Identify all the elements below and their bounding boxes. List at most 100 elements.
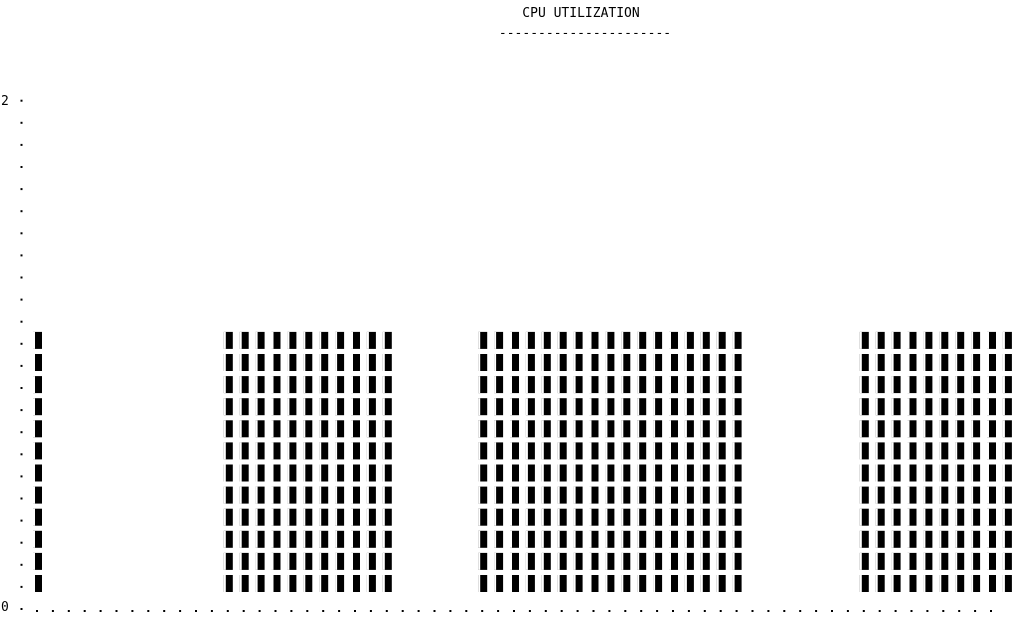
- bar-block: [303, 575, 313, 592]
- bar-block-highlight: [351, 442, 353, 460]
- bar-block-highlight: [955, 508, 958, 526]
- bar-block-highlight: [510, 331, 512, 349]
- bar-block: [287, 398, 297, 416]
- bar-block-highlight: [732, 508, 735, 526]
- bar-block-highlight: [510, 508, 512, 526]
- bar-block-highlight: [700, 354, 703, 371]
- bar-block-highlight: [510, 486, 512, 504]
- bar-block: [859, 530, 869, 548]
- bar-block: [33, 398, 42, 416]
- bar-block-highlight: [605, 575, 608, 592]
- bar-block-highlight: [351, 486, 353, 504]
- bar-block-highlight: [557, 575, 560, 592]
- bar-block: [700, 442, 710, 460]
- x-axis-dot: [767, 610, 770, 612]
- bar-block-highlight: [891, 552, 894, 570]
- bar-block-highlight: [287, 331, 290, 349]
- bar-block: [907, 530, 917, 548]
- bar-block-highlight: [335, 575, 338, 592]
- bar-block: [494, 508, 504, 526]
- bar-block: [589, 552, 599, 570]
- bar-block: [971, 442, 981, 460]
- y-axis-dot: [20, 121, 23, 124]
- bar-block: [541, 331, 551, 349]
- bar: [239, 331, 249, 592]
- bar-block-highlight: [684, 442, 687, 460]
- bar-block: [732, 376, 742, 394]
- bar-block: [589, 420, 599, 438]
- bar-block-highlight: [525, 575, 528, 592]
- bar-block-highlight: [875, 354, 878, 371]
- bar-block: [669, 420, 678, 438]
- bar-block: [255, 331, 265, 349]
- bar-block: [478, 530, 488, 548]
- x-axis-dot: [449, 610, 452, 612]
- chart-title: CPU UTILIZATION: [522, 6, 639, 21]
- bar-block-highlight: [335, 354, 338, 371]
- bar-block: [923, 575, 933, 592]
- x-axis-dots: [36, 610, 992, 612]
- bar-block-highlight: [987, 331, 989, 349]
- bar-block: [33, 575, 42, 592]
- bar-block: [971, 508, 981, 526]
- bar-block-highlight: [303, 376, 306, 394]
- bar-block: [939, 530, 949, 548]
- bar-block-highlight: [971, 530, 974, 548]
- bar-block: [573, 530, 583, 548]
- bar-block: [605, 575, 615, 592]
- bar-block-highlight: [923, 354, 926, 371]
- bar-block-highlight: [494, 331, 497, 349]
- x-axis-dot: [974, 610, 977, 612]
- bar-block: [589, 575, 599, 592]
- bar-block: [303, 331, 313, 349]
- bar-block-highlight: [1002, 331, 1005, 349]
- bar-block-highlight: [287, 508, 290, 526]
- bar-block-highlight: [605, 420, 608, 438]
- y-axis-dot: [20, 232, 23, 235]
- bar-block: [223, 354, 233, 371]
- bar-block-highlight: [589, 464, 592, 482]
- bar-block: [494, 464, 504, 482]
- bar-block: [637, 486, 647, 504]
- bar-block: [33, 552, 42, 570]
- x-axis-dot: [576, 610, 579, 612]
- bar-block-highlight: [653, 575, 656, 592]
- bar-block-highlight: [923, 442, 926, 460]
- bar-block: [335, 464, 345, 482]
- bar-block-highlight: [335, 398, 338, 416]
- bar-block-highlight: [987, 464, 989, 482]
- bar-block-highlight: [684, 331, 687, 349]
- bar-block-highlight: [573, 508, 576, 526]
- bar-block: [939, 331, 949, 349]
- bar-block-highlight: [494, 376, 497, 394]
- bar-block: [239, 486, 249, 504]
- bar-block-highlight: [541, 376, 544, 394]
- bar-block-highlight: [33, 575, 35, 592]
- bar-block-highlight: [541, 464, 544, 482]
- bar-block: [684, 530, 694, 548]
- bar-block: [478, 376, 488, 394]
- bar-block-highlight: [621, 508, 624, 526]
- bar-block: [859, 464, 869, 482]
- bar-block: [382, 508, 392, 526]
- bar-block-highlight: [33, 552, 35, 570]
- bar-block: [494, 442, 504, 460]
- bar-block-highlight: [716, 442, 719, 460]
- bar-block-highlight: [637, 331, 640, 349]
- bar-block: [1002, 552, 1012, 570]
- x-axis-dot: [481, 610, 484, 612]
- bar-block: [859, 331, 869, 349]
- bar-block-highlight: [510, 530, 512, 548]
- bar-block-highlight: [621, 552, 624, 570]
- bar-block-highlight: [287, 464, 290, 482]
- y-axis-dot: [20, 563, 23, 566]
- bar-block-highlight: [589, 398, 592, 416]
- bar-block: [939, 442, 949, 460]
- bar-block: [366, 442, 376, 460]
- bar-block-highlight: [557, 530, 560, 548]
- bar-block-highlight: [891, 376, 894, 394]
- bar-block: [239, 420, 249, 438]
- bar-block-highlight: [541, 354, 544, 371]
- bar-block: [335, 398, 345, 416]
